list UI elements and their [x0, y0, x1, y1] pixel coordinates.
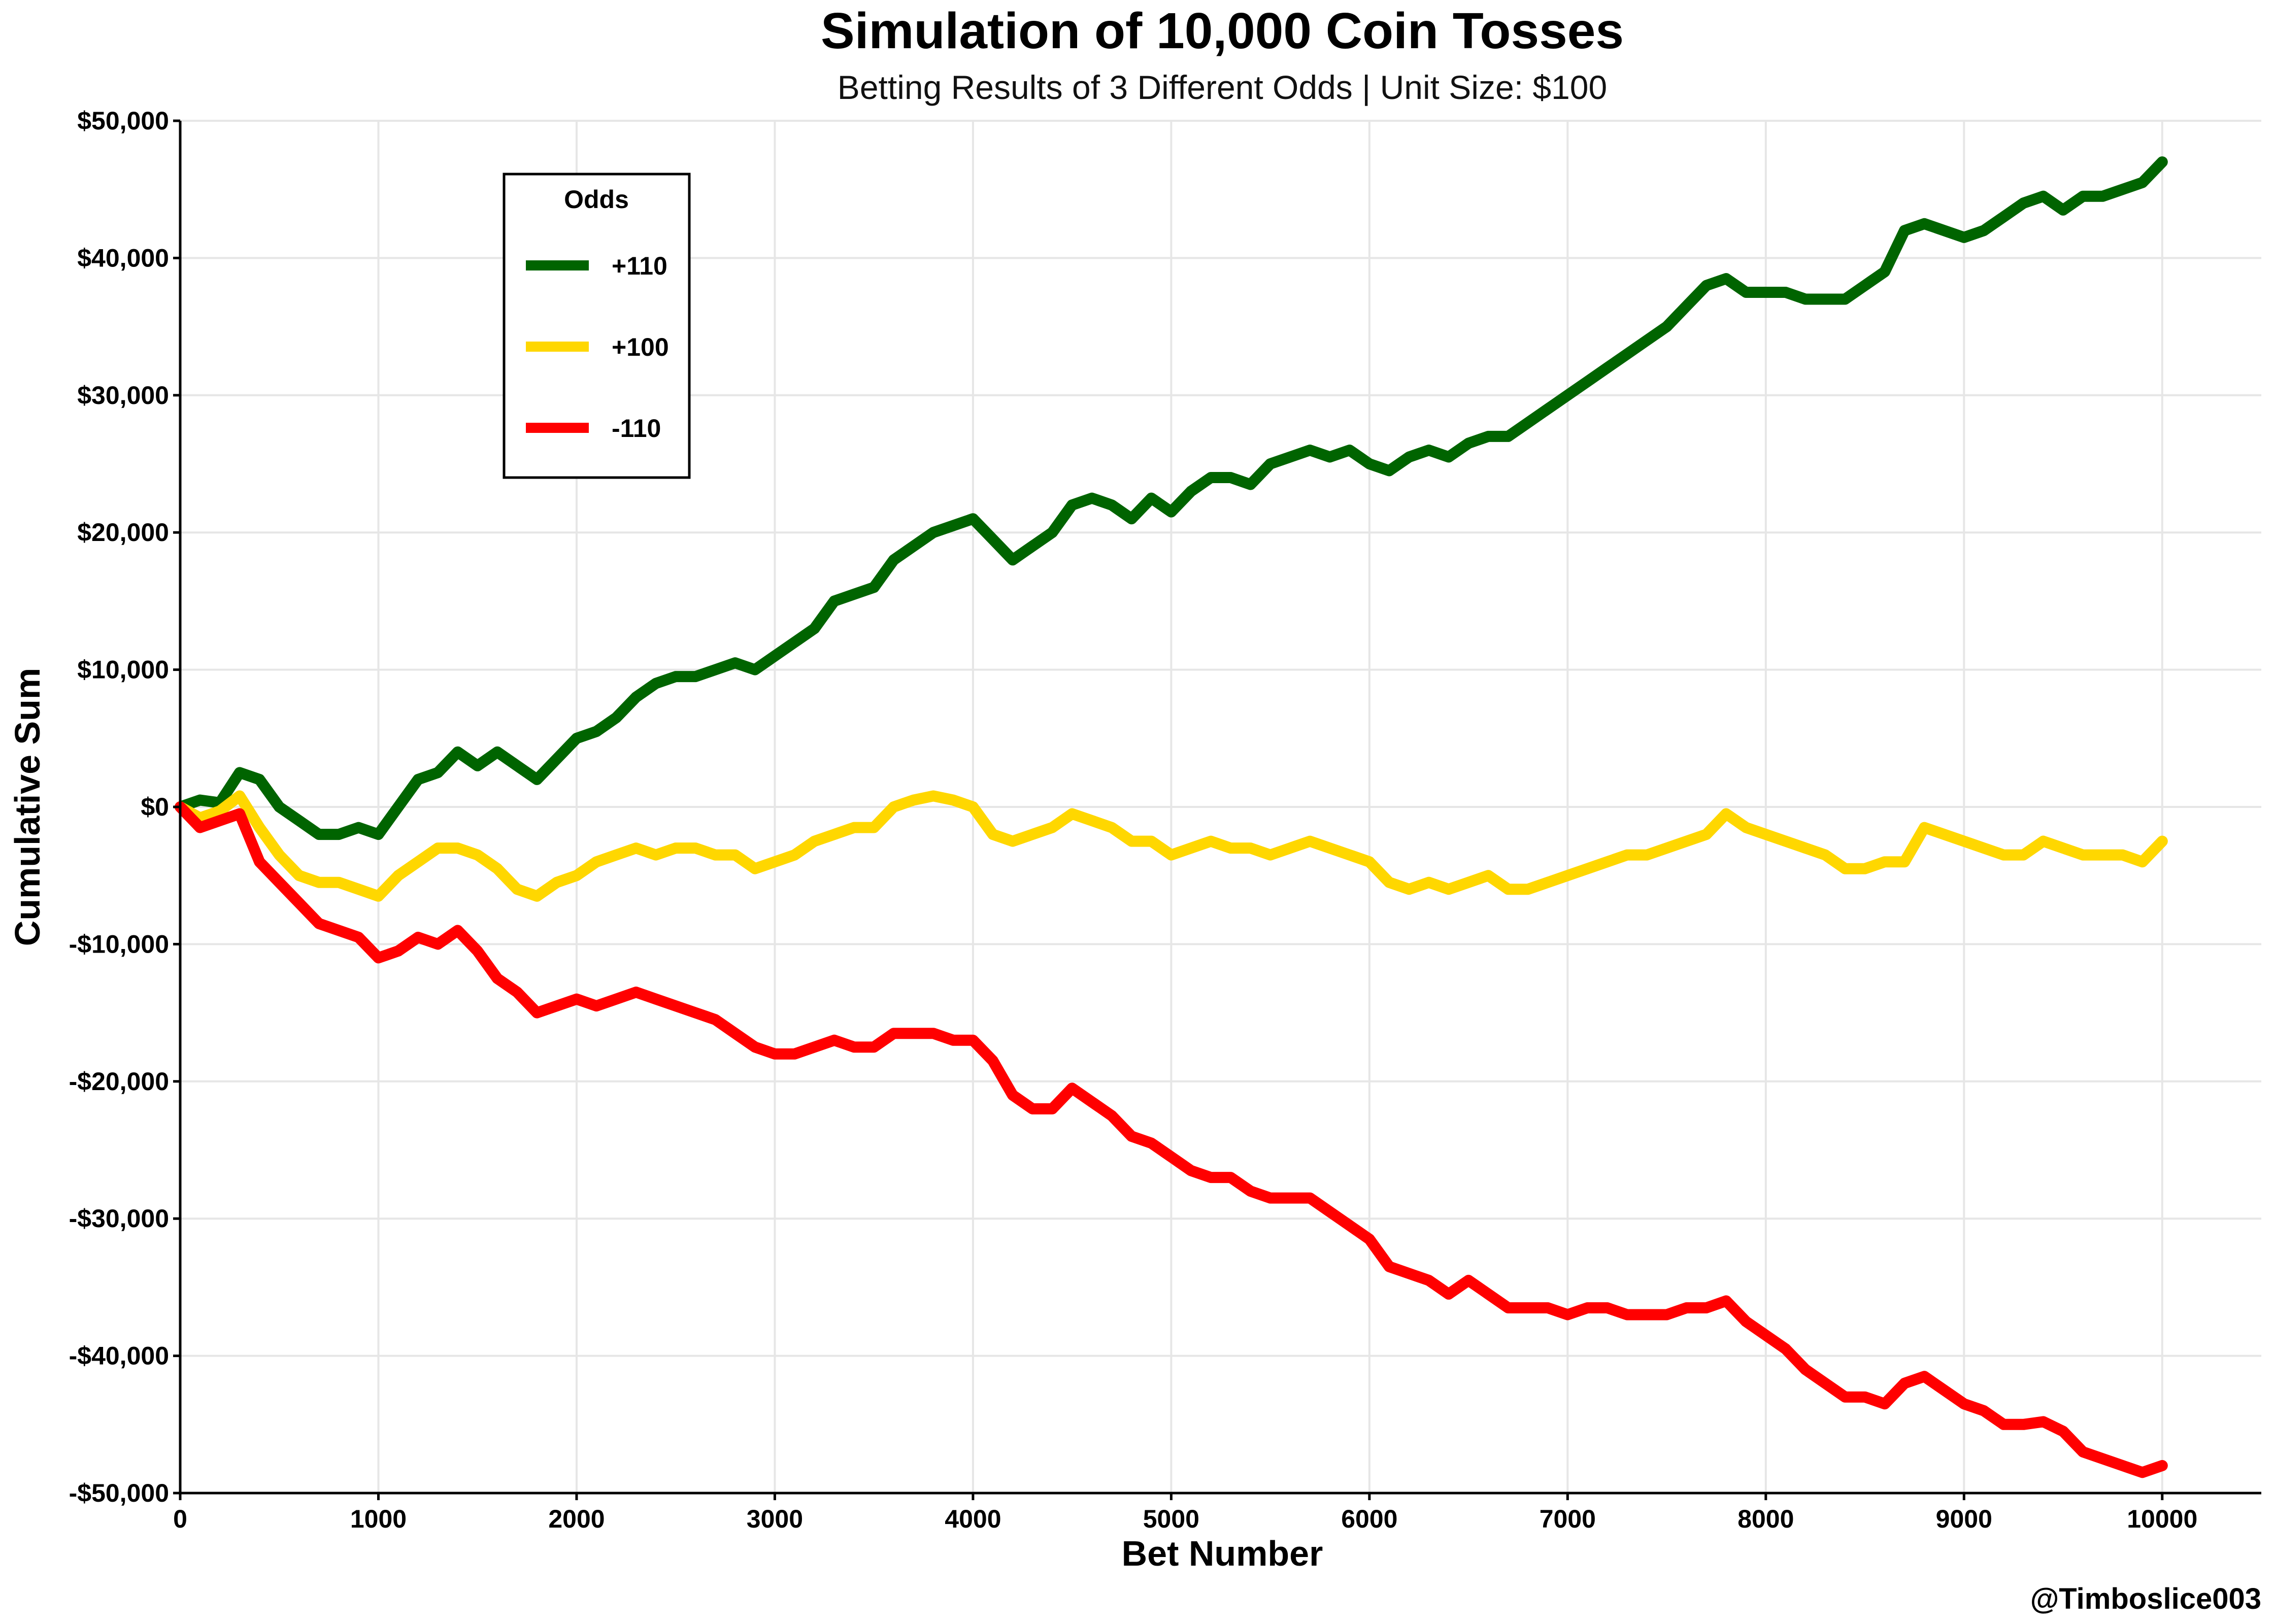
x-tick-label-1: 1000	[350, 1505, 407, 1533]
x-tick-label-3: 3000	[747, 1505, 803, 1533]
y-tick-label-2: $30,000	[77, 381, 169, 410]
legend-title: Odds	[564, 185, 629, 214]
y-tick-labels: $50,000 $40,000 $30,000 $20,000 $10,000 $0 -$1…	[69, 107, 169, 1507]
grid	[179, 120, 2261, 1494]
y-axis-label: Cumulative Sum	[8, 668, 47, 946]
x-tick-label-7: 7000	[1540, 1505, 1596, 1533]
x-tick-label-2: 2000	[548, 1505, 605, 1533]
y-tick-label-9: -$40,000	[69, 1342, 169, 1370]
x-tick-label-5: 5000	[1143, 1505, 1199, 1533]
x-tick-labels: 0 1000 2000 3000 4000 5000 6000 7000 8000 9000 100…	[173, 1505, 2197, 1533]
series-lines	[175, 156, 2168, 1478]
x-tick-label-0: 0	[173, 1505, 187, 1533]
chart-title: Simulation of 10,000 Coin Tosses	[821, 3, 1624, 59]
x-tick-label-8: 8000	[1737, 1505, 1794, 1533]
x-axis-label: Bet Number	[1122, 1534, 1323, 1573]
series-line-2	[175, 801, 2168, 1478]
legend-label-1: +100	[612, 333, 669, 361]
legend-items: +110 +100 -110	[526, 252, 669, 443]
chart-subtitle: Betting Results of 3 Different Odds | Un…	[838, 69, 1607, 106]
credit-label: @Timboslice003	[2030, 1582, 2261, 1615]
y-tick-label-7: -$20,000	[69, 1067, 169, 1096]
legend: Odds +110 +100 -110	[503, 173, 691, 479]
series-line-1	[175, 790, 2168, 902]
y-tick-label-5: $0	[141, 793, 169, 821]
y-tick-label-3: $20,000	[77, 518, 169, 547]
y-tick-label-10: -$50,000	[69, 1479, 169, 1507]
x-tick-label-10: 10000	[2127, 1505, 2197, 1533]
x-tick-label-4: 4000	[945, 1505, 1001, 1533]
x-tick-label-6: 6000	[1341, 1505, 1397, 1533]
legend-label-0: +110	[612, 252, 667, 280]
axes	[173, 119, 2261, 1500]
x-tick-label-9: 9000	[1936, 1505, 1992, 1533]
y-tick-label-6: -$10,000	[69, 930, 169, 958]
y-tick-label-4: $10,000	[77, 656, 169, 684]
y-tick-label-0: $50,000	[77, 107, 169, 135]
y-tick-label-1: $40,000	[77, 244, 169, 272]
legend-label-2: -110	[612, 414, 661, 443]
y-tick-label-8: -$30,000	[69, 1204, 169, 1233]
series-line-0	[175, 156, 2168, 840]
